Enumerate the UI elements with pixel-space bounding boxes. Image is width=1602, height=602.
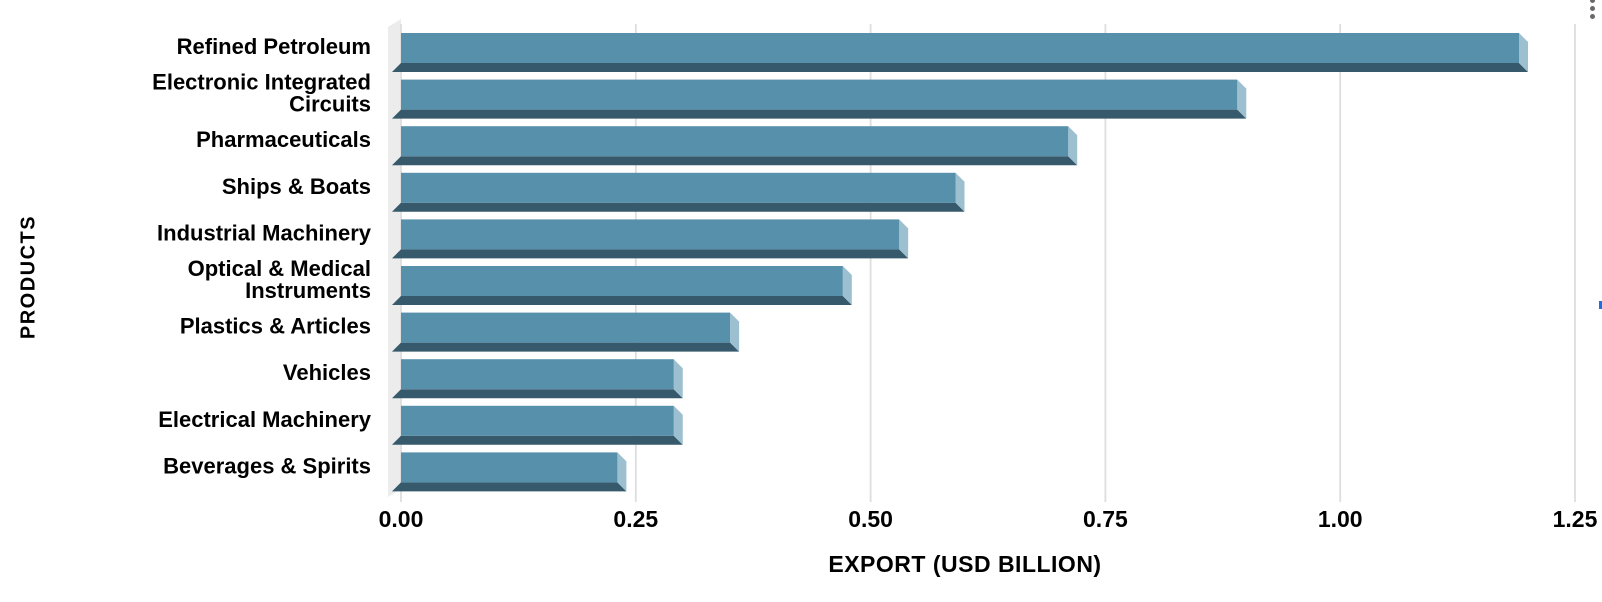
- bar-end-cap: [617, 452, 627, 492]
- more-options-icon[interactable]: [1588, 0, 1597, 19]
- bar-bottom-edge: [392, 389, 683, 399]
- category-label: Instruments: [245, 278, 371, 303]
- y-axis-title: PRODUCTS: [17, 214, 40, 340]
- x-tick-label: 0.25: [613, 506, 658, 532]
- bar-bottom-edge: [392, 63, 1529, 72]
- x-tick-label: 1.00: [1318, 506, 1363, 532]
- x-axis-title: EXPORT (USD BILLION): [828, 551, 1102, 577]
- kebab-dot: [1590, 14, 1595, 19]
- bar-2[interactable]: [401, 126, 1069, 157]
- category-label: Ships & Boats: [222, 174, 371, 199]
- bar-8[interactable]: [401, 405, 674, 436]
- bar-bottom-edge: [392, 482, 627, 492]
- category-label: Pharmaceuticals: [196, 127, 371, 152]
- bar-bottom-edge: [392, 109, 1247, 119]
- bar-5[interactable]: [401, 266, 843, 296]
- bar-1[interactable]: [401, 79, 1238, 110]
- category-label: Electrical Machinery: [158, 407, 372, 432]
- bar-bottom-edge: [392, 249, 909, 259]
- bar-3[interactable]: [401, 172, 956, 203]
- bar-end-cap: [955, 172, 965, 212]
- x-tick-label: 0.50: [848, 506, 893, 532]
- category-label: Beverages & Spirits: [163, 453, 371, 478]
- category-label: Circuits: [289, 92, 371, 117]
- bar-4[interactable]: [401, 219, 900, 250]
- bar-bottom-edge: [392, 435, 683, 445]
- category-label: Industrial Machinery: [157, 220, 372, 245]
- category-label: Refined Petroleum: [177, 34, 371, 59]
- bar-end-cap: [899, 219, 909, 259]
- bar-7[interactable]: [401, 359, 674, 390]
- kebab-dot: [1590, 0, 1595, 3]
- bar-end-cap: [730, 312, 740, 352]
- x-tick-label: 0.75: [1083, 506, 1128, 532]
- bar-end-cap: [1519, 33, 1529, 72]
- category-label: Optical & Medical: [188, 256, 371, 281]
- bar-bottom-edge: [392, 296, 852, 305]
- category-label: Vehicles: [283, 360, 371, 385]
- kebab-dot: [1590, 6, 1595, 11]
- bar-end-cap: [842, 266, 852, 305]
- bar-bottom-edge: [392, 342, 740, 352]
- bar-end-cap: [1237, 79, 1247, 119]
- x-tick-label: 1.25: [1553, 506, 1598, 532]
- bar-9[interactable]: [401, 452, 618, 483]
- bar-end-cap: [673, 359, 683, 399]
- bar-0[interactable]: [401, 33, 1520, 63]
- x-tick-label: 0.00: [379, 506, 424, 532]
- bar-bottom-edge: [392, 202, 965, 212]
- bar-end-cap: [673, 405, 683, 445]
- right-edge-marker: [1599, 301, 1602, 309]
- bar-6[interactable]: [401, 312, 731, 343]
- category-label: Plastics & Articles: [180, 314, 371, 339]
- bar-end-cap: [1068, 126, 1078, 166]
- category-label: Electronic Integrated: [152, 70, 371, 95]
- bar-bottom-edge: [392, 156, 1078, 166]
